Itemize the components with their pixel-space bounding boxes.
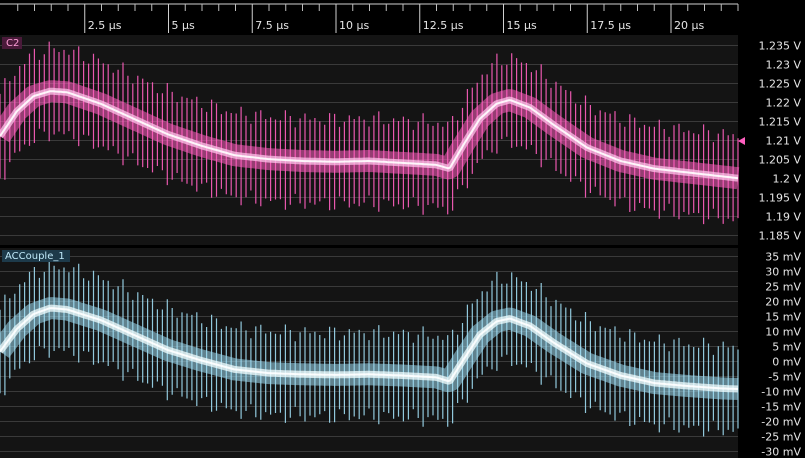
c2-y-tick-label: 1.19 V [765, 211, 801, 224]
c2-trace-line [0, 90, 739, 180]
time-major-ticks [84, 4, 672, 33]
ac-voltage-axis[interactable]: 35 mV 30 mV 25 mV 20 mV 15 mV 10 mV 5 mV 0 mV -5… [761, 251, 801, 458]
c2-y-tick-label: 1.205 V [758, 154, 801, 167]
ac-y-tick-label: -5 mV [768, 371, 801, 384]
channel-panel-accouple[interactable]: ACCouple_1 [0, 248, 748, 458]
c2-y-tick-label: 1.225 V [758, 78, 801, 91]
ac-y-tick-label: 5 mV [772, 341, 801, 354]
ac-y-tick-label: 20 mV [765, 296, 801, 309]
c2-label-background [2, 37, 22, 49]
ac-y-tick-label: 10 mV [765, 326, 801, 339]
c2-label-text: C2 [6, 38, 19, 49]
time-ruler[interactable]: 2.5 µs 5 µs 7.5 µs 10 µs 12.5 µs 15 µs 17.5 µs… [0, 0, 739, 35]
ac-y-tick-label: -20 mV [761, 416, 801, 429]
c2-voltage-axis[interactable]: 1.235 V 1.23 V 1.225 V 1.22 V 1.215 V 1.21 V 1… [758, 40, 801, 243]
ac-y-tick-label: -25 mV [761, 431, 801, 444]
ac-label-text: ACCouple_1 [5, 251, 65, 262]
time-tick-label: 7.5 µs [255, 19, 289, 32]
ac-y-tick-label: 35 mV [765, 251, 801, 264]
time-tick-label: 5 µs [172, 19, 195, 32]
ac-y-tick-label: 30 mV [765, 266, 801, 279]
ac-waveform-trace [0, 297, 748, 400]
c2-y-tick-label: 1.195 V [758, 192, 801, 205]
c2-waveform-trace [0, 80, 748, 190]
time-tick-label: 15 µs [507, 19, 537, 32]
channel-panel-c2[interactable]: C2 [0, 35, 748, 245]
c2-y-tick-label: 1.2 V [772, 173, 801, 186]
c2-y-tick-label: 1.215 V [758, 116, 801, 129]
time-tick-label: 17.5 µs [590, 19, 631, 32]
ac-channel-label[interactable]: ACCouple_1 [2, 250, 70, 262]
ac-y-tick-label: -10 mV [761, 386, 801, 399]
time-minor-ticks [17, 4, 739, 11]
ac-y-tick-label: 0 mV [772, 356, 801, 369]
c2-y-tick-label: 1.185 V [758, 230, 801, 243]
ac-y-tick-label: -15 mV [761, 401, 801, 414]
ac-trace-line [0, 307, 739, 390]
ac-y-tick-label: 25 mV [765, 281, 801, 294]
ac-y-tick-label: 15 mV [765, 311, 801, 324]
c2-offset-marker[interactable] [738, 137, 745, 145]
c2-y-tick-label: 1.22 V [765, 97, 801, 110]
time-tick-label: 2.5 µs [88, 19, 122, 32]
c2-y-tick-label: 1.21 V [765, 135, 801, 148]
ac-label-background [2, 250, 70, 262]
time-tick-label: 20 µs [674, 19, 704, 32]
c2-channel-label[interactable]: C2 [2, 37, 22, 49]
c2-y-tick-label: 1.23 V [765, 59, 801, 72]
time-tick-label: 10 µs [339, 19, 369, 32]
time-tick-label: 12.5 µs [423, 19, 464, 32]
c2-y-tick-label: 1.235 V [758, 40, 801, 53]
ac-y-tick-label: -30 mV [761, 446, 801, 458]
time-tick-labels: 2.5 µs 5 µs 7.5 µs 10 µs 12.5 µs 15 µs 17.5 µs… [88, 19, 705, 32]
